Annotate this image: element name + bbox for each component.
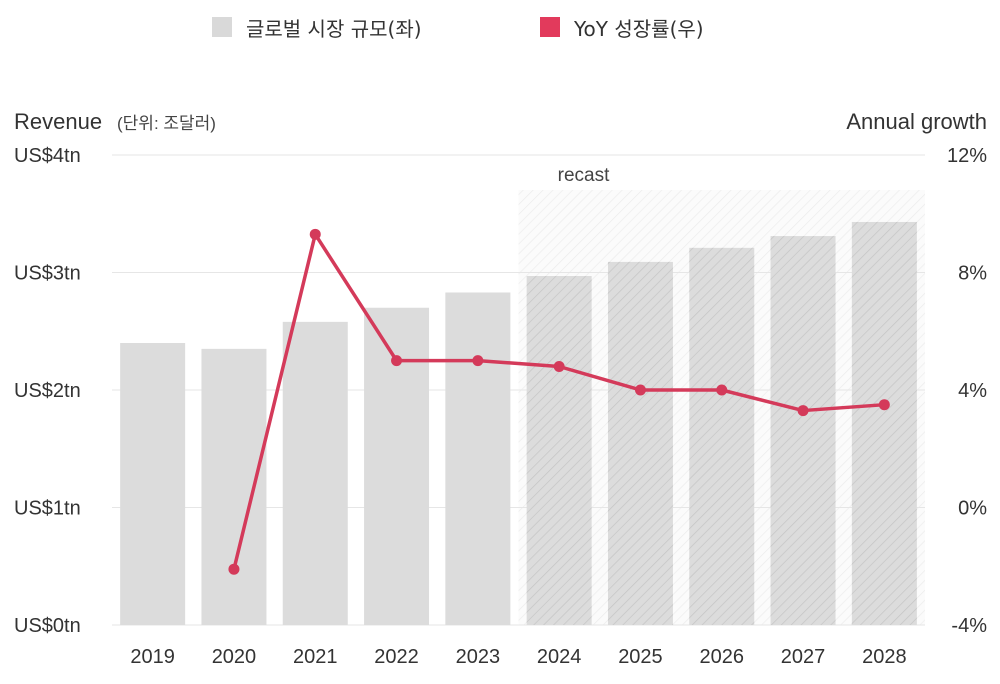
bar-2019 (120, 343, 186, 625)
legend-bar: 글로벌 시장 규모(좌) (212, 12, 422, 42)
x-tick-label: 2027 (781, 646, 826, 668)
growth-point-2026 (716, 384, 728, 396)
x-tick-label: 2021 (293, 646, 338, 668)
growth-point-2028 (878, 399, 890, 411)
bar-hatch-2026 (689, 247, 755, 625)
bar-hatch-2027 (770, 236, 836, 625)
x-tick-label: 2026 (700, 646, 745, 668)
legend-line-label: YoY 성장률(우) (574, 16, 704, 41)
x-tick-label: 2024 (537, 646, 582, 668)
right-tick-label: 12% (947, 145, 987, 167)
growth-point-2021 (309, 228, 321, 240)
bar-2020 (201, 348, 267, 625)
legend-line-swatch (540, 17, 560, 37)
x-tick-label: 2019 (130, 646, 175, 668)
legend-bar-label: 글로벌 시장 규모(좌) (246, 16, 422, 41)
x-tick-label: 2025 (618, 646, 663, 668)
growth-point-2023 (472, 355, 484, 367)
right-tick-label: -4% (951, 615, 987, 637)
x-tick-label: 2028 (862, 646, 907, 668)
bar-hatch-2028 (851, 221, 917, 625)
growth-point-2027 (797, 405, 809, 417)
x-tick-label: 2020 (212, 646, 257, 668)
left-axis-title: Revenue (14, 109, 102, 134)
left-tick-label: US$2tn (14, 380, 81, 402)
right-tick-label: 0% (958, 498, 987, 520)
legend-bar-swatch (212, 17, 232, 37)
growth-point-2020 (228, 563, 240, 575)
left-tick-label: US$1tn (14, 498, 81, 520)
bar-2021 (282, 321, 348, 625)
left-tick-label: US$3tn (14, 263, 81, 285)
growth-point-2024 (553, 361, 565, 372)
forecast-label: recast (558, 165, 610, 186)
growth-point-2022 (391, 355, 403, 367)
x-tick-label: 2023 (456, 646, 501, 668)
bar-hatch-2025 (607, 261, 673, 625)
left-tick-label: US$4tn (14, 145, 81, 167)
left-tick-label: US$0tn (14, 615, 81, 637)
bar-2023 (445, 292, 511, 625)
x-tick-label: 2022 (374, 646, 419, 668)
right-tick-label: 4% (958, 380, 987, 402)
right-axis-title: Annual growth (846, 109, 987, 134)
legend-line: YoY 성장률(우) (540, 12, 704, 42)
right-tick-label: 8% (958, 263, 987, 285)
bar-hatch-2024 (526, 276, 592, 625)
left-axis-unit-note: (단위: 조달러) (117, 114, 216, 133)
growth-point-2025 (634, 384, 646, 396)
